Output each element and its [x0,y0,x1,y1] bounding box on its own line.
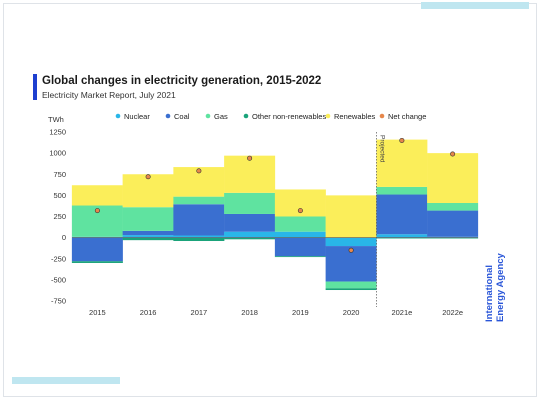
legend-marker [325,113,331,119]
legend-label: Gas [214,112,228,121]
bar-segment [325,281,377,289]
bar-segment [376,194,428,235]
bar-segment [173,204,225,236]
y-tick-label: -250 [51,254,66,263]
x-tick-label: 2022e [442,308,463,317]
chart-subtitle: Electricity Market Report, July 2021 [42,90,176,100]
bar-segment [71,236,123,238]
net-change-point [450,151,456,157]
decorative-bar-top [421,2,529,9]
bar-segment [427,237,479,239]
y-tick-label: 500 [53,191,66,200]
iea-logo: International Energy Agency [484,242,514,322]
legend-marker [379,113,385,119]
bar-segment [274,256,326,258]
bar-segment [122,174,174,208]
x-tick-label: 2019 [292,308,309,317]
bar-segment [325,288,377,291]
net-change-point [145,174,151,180]
bar-segment [224,155,276,193]
bar-segment [173,196,225,205]
bar-segment [376,139,428,187]
y-tick-label: 750 [53,170,66,179]
legend-label: Coal [174,112,190,121]
legend-marker [205,113,211,119]
x-tick-label: 2017 [191,308,208,317]
bar-segment [173,237,225,242]
bar-segment [122,237,174,241]
bar-segment [173,235,225,238]
bar-segment [427,210,479,237]
decorative-bar-bottom [12,377,120,384]
bar-segment [224,237,276,240]
net-change-point [247,155,253,161]
bar-segment [274,216,326,232]
x-tick-label: 2020 [343,308,360,317]
bar-segment [122,207,174,231]
y-tick-label: 1250 [49,128,66,137]
legend-label: Renewables [334,112,376,121]
bar-segment [71,261,123,263]
bar-segment [376,237,428,239]
net-change-point [399,137,405,143]
bar-segment [325,195,377,238]
y-tick-label: 0 [62,233,66,242]
net-change-point [297,208,303,214]
net-change-point [94,208,100,214]
brand-line-1: International [484,264,495,322]
legend-marker [243,113,249,119]
y-tick-label: -750 [51,297,66,306]
bar-segment [427,202,479,211]
chart-title: Global changes in electricity generation… [42,75,322,87]
y-tick-label: 1000 [49,149,66,158]
y-tick-label: -500 [51,275,66,284]
net-change-point [196,168,202,174]
bar-segment [71,237,123,262]
bar-segment [325,237,377,247]
x-tick-label: 2018 [241,308,258,317]
net-change-point [348,247,354,253]
bar-segment [122,235,174,238]
title-accent-bar [33,74,37,100]
legend-label: Other non-renewables [252,112,326,121]
bar-segment [274,237,326,257]
legend-label: Nuclear [124,112,150,121]
bar-segment [224,231,276,238]
bar-segment [122,230,174,236]
x-tick-label: 2015 [89,308,106,317]
x-tick-label: 2016 [140,308,157,317]
brand-line-2: Energy Agency [495,253,506,322]
bar-segment [224,213,276,232]
bar-segment [427,236,479,238]
bar-segment [376,234,428,238]
bar-segment [427,153,479,203]
bar-segment [376,186,428,195]
bar-segment [224,192,276,214]
bar-segment [71,185,123,206]
y-tick-label: 250 [53,212,66,221]
bar-segment [274,231,326,238]
legend-label: Net change [388,112,426,121]
legend-marker [115,113,121,119]
projected-label: Projected [379,135,386,163]
y-axis-unit: TWh [48,115,64,124]
legend-marker [165,113,171,119]
x-tick-label: 2021e [391,308,412,317]
